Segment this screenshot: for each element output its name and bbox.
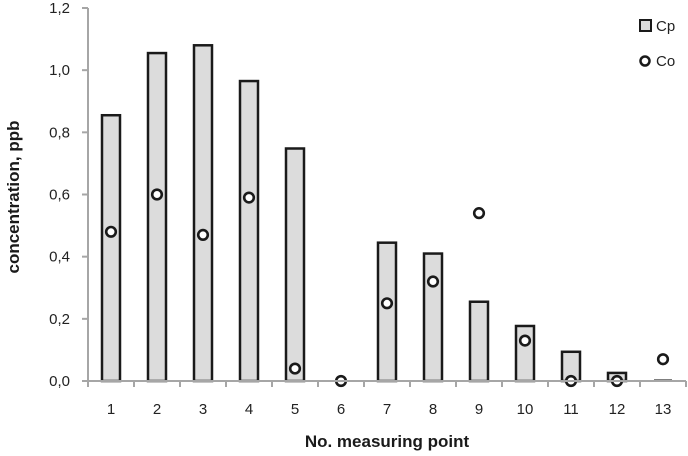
x-tick-label: 13	[655, 401, 672, 418]
x-tick-label: 2	[153, 401, 161, 418]
co-marker	[518, 334, 532, 347]
cp-bar	[376, 241, 398, 383]
cp-bar	[192, 44, 214, 383]
legend: Cp Co	[639, 18, 675, 70]
y-tick-label: 1,0	[49, 62, 70, 79]
x-axis-title: No. measuring point	[305, 432, 470, 451]
y-tick-label: 0,2	[49, 311, 70, 328]
co-marker	[242, 191, 256, 204]
y-tick-label: 1,2	[49, 0, 70, 17]
co-marker	[426, 275, 440, 288]
cp-bar	[238, 79, 260, 383]
x-tick-label: 7	[383, 401, 391, 418]
cp-bars	[100, 44, 672, 383]
co-marker	[104, 225, 118, 238]
y-tick-label: 0,0	[49, 373, 70, 390]
co-marker	[656, 353, 670, 366]
co-marker	[150, 188, 164, 201]
co-marker	[196, 228, 210, 242]
x-tick-label: 10	[517, 401, 534, 418]
cp-bar	[422, 252, 444, 383]
legend-co-label: Co	[656, 53, 675, 70]
y-axis-ticks: 0,0 0,2 0,4 0,6 0,8 1,0 1,2	[49, 0, 88, 390]
cp-bar	[284, 147, 306, 383]
y-tick-label: 0,6	[49, 187, 70, 204]
x-axis-ticks: 1 2 3 4 5 6 7 8 9 10 11 12 13	[87, 381, 687, 418]
co-markers	[104, 188, 670, 388]
cp-bar	[514, 324, 536, 383]
co-marker	[472, 207, 486, 220]
legend-cp-label: Cp	[656, 18, 675, 35]
x-tick-label: 4	[245, 401, 253, 418]
co-marker	[380, 297, 394, 310]
legend-cp-swatch-icon	[639, 19, 652, 32]
x-tick-label: 9	[475, 401, 483, 418]
y-tick-label: 0,4	[49, 249, 70, 266]
x-tick-label: 12	[609, 401, 626, 418]
y-tick-label: 0,8	[49, 124, 70, 141]
x-tick-label: 6	[337, 401, 345, 418]
y-axis-title: concentration, ppb	[4, 121, 23, 274]
co-marker	[288, 362, 302, 375]
cp-bar	[468, 300, 490, 383]
x-tick-label: 3	[199, 401, 207, 418]
legend-co-marker-icon	[639, 55, 651, 67]
cp-bar	[146, 51, 168, 383]
cp-bar	[100, 113, 122, 383]
x-tick-label: 5	[291, 401, 299, 418]
x-tick-label: 8	[429, 401, 437, 418]
x-tick-label: 1	[107, 401, 115, 418]
x-tick-label: 11	[563, 401, 579, 418]
